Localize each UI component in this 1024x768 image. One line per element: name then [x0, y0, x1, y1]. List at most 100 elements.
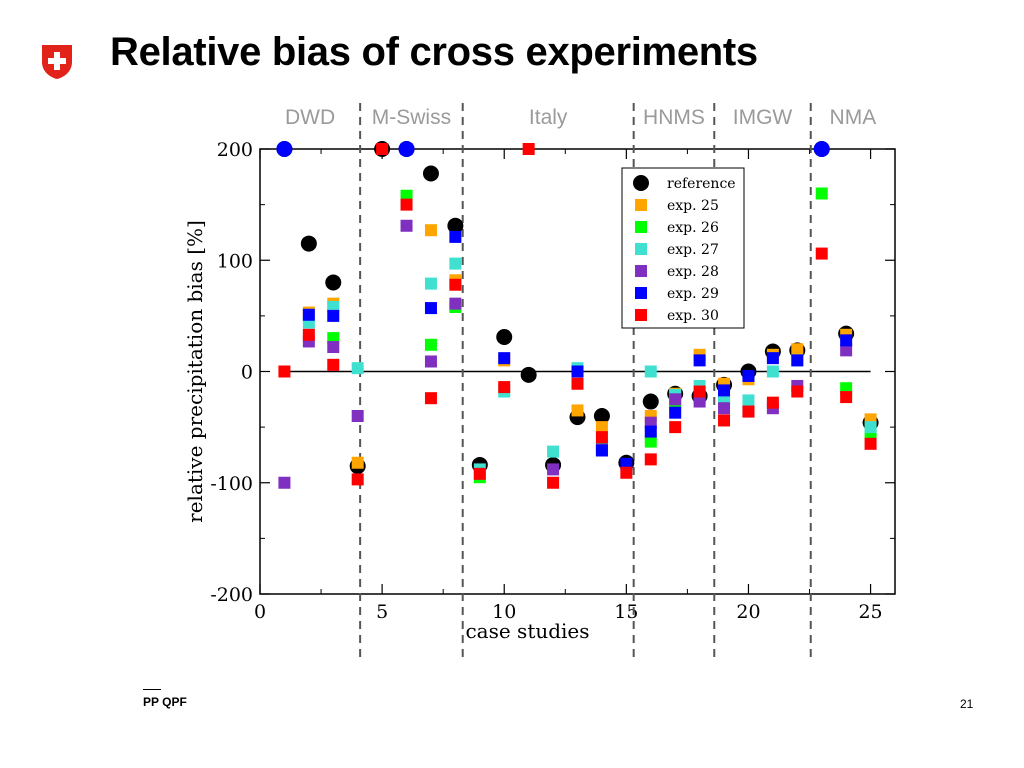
region-label: DWD: [285, 106, 335, 129]
data-point-square: [351, 473, 364, 486]
data-point-square: [571, 377, 584, 390]
legend-label: exp. 25: [667, 198, 719, 214]
data-point-square: [595, 431, 608, 444]
data-point-square: [840, 391, 853, 404]
data-points: [276, 141, 879, 489]
data-point-square: [449, 297, 462, 310]
legend-label: exp. 30: [667, 308, 719, 324]
x-tick-label: 0: [254, 601, 266, 623]
data-point-square: [840, 334, 853, 347]
slide-title: Relative bias of cross experiments: [110, 30, 758, 74]
swiss-cross-shield-icon: [42, 45, 72, 79]
data-point-reference: [447, 217, 464, 234]
data-point-square: [547, 445, 560, 458]
region-separators: DWD M-Swiss Italy HNMS IMGW NMA: [285, 103, 876, 660]
data-point-square: [400, 198, 413, 211]
data-point-square: [302, 308, 315, 321]
data-point-square: [644, 425, 657, 438]
region-label: M-Swiss: [372, 106, 451, 129]
data-point-square: [424, 302, 437, 315]
data-point-square: [742, 405, 755, 418]
data-point-square: [644, 453, 657, 466]
data-point-square: [424, 224, 437, 237]
data-point-square: [424, 392, 437, 405]
data-point-square: [278, 476, 291, 489]
data-point-square: [742, 369, 755, 382]
data-point-square: [766, 352, 779, 365]
data-point-square: [376, 143, 389, 155]
y-tick-label: -100: [210, 473, 253, 495]
data-point-square: [327, 358, 340, 371]
data-point-square: [498, 352, 511, 365]
data-point-square: [791, 354, 804, 367]
x-tick-label: 10: [492, 601, 516, 623]
data-point-reference: [496, 329, 513, 346]
data-point-square: [547, 476, 560, 489]
data-point-square: [327, 341, 340, 354]
region-label: IMGW: [733, 106, 793, 129]
y-tick-label: 200: [217, 139, 253, 161]
data-point-square: [644, 365, 657, 378]
data-point-square: [522, 143, 535, 155]
footer-rule: [143, 689, 161, 690]
data-point-square: [449, 257, 462, 270]
data-point-square: [449, 230, 462, 243]
data-point-capped-blue: [813, 141, 830, 157]
data-point-square: [424, 355, 437, 368]
data-point-square: [693, 385, 706, 398]
data-point-square: [400, 219, 413, 232]
data-point-square: [718, 384, 731, 397]
data-point-square: [424, 277, 437, 290]
legend-marker-square: [635, 199, 647, 211]
legend-marker-square: [635, 287, 647, 299]
plot-ticks: 0 5 10 15 20 25 -200 -100 0 100 200: [210, 139, 895, 623]
data-point-square: [351, 362, 364, 375]
data-point-square: [791, 343, 804, 356]
data-point-capped-blue: [398, 141, 415, 157]
data-point-reference: [593, 408, 610, 424]
y-tick-label: 0: [241, 362, 253, 384]
x-tick-label: 20: [736, 601, 760, 623]
region-label: NMA: [830, 106, 877, 129]
data-point-reference: [300, 235, 317, 252]
data-point-square: [693, 395, 706, 408]
data-point-square: [669, 421, 682, 434]
data-point-square: [351, 456, 364, 469]
data-point-square: [864, 437, 877, 450]
data-point-square: [815, 187, 828, 200]
legend-marker-square: [635, 309, 647, 321]
legend-marker-square: [635, 265, 647, 277]
data-point-square: [595, 444, 608, 457]
data-point-square: [498, 381, 511, 394]
data-point-capped-blue: [276, 141, 293, 157]
x-tick-label: 15: [614, 601, 638, 623]
data-point-reference: [325, 274, 342, 291]
data-point-square: [840, 344, 853, 357]
x-tick-label: 5: [376, 601, 388, 623]
data-point-square: [718, 402, 731, 415]
data-point-square: [669, 406, 682, 419]
data-point-reference: [520, 366, 537, 383]
data-point-square: [644, 435, 657, 448]
footer-label: PP QPF: [143, 695, 187, 709]
legend-label: reference: [667, 176, 736, 192]
region-label: HNMS: [643, 106, 705, 129]
data-point-square: [815, 247, 828, 260]
data-point-square: [864, 421, 877, 434]
data-point-square: [547, 463, 560, 476]
data-point-square: [571, 365, 584, 378]
data-point-square: [718, 414, 731, 427]
x-axis-label: case studies: [465, 619, 589, 643]
data-point-square: [449, 278, 462, 291]
data-point-square: [766, 396, 779, 409]
data-point-square: [620, 466, 633, 479]
data-point-reference: [422, 165, 439, 182]
y-axis-label: relative precipitation bias [%]: [183, 220, 207, 523]
data-point-square: [424, 338, 437, 351]
data-point-square: [693, 354, 706, 367]
legend-marker-circle: [633, 175, 649, 191]
y-tick-label: -200: [210, 584, 253, 606]
data-point-square: [473, 467, 486, 480]
page-number: 21: [960, 697, 974, 711]
